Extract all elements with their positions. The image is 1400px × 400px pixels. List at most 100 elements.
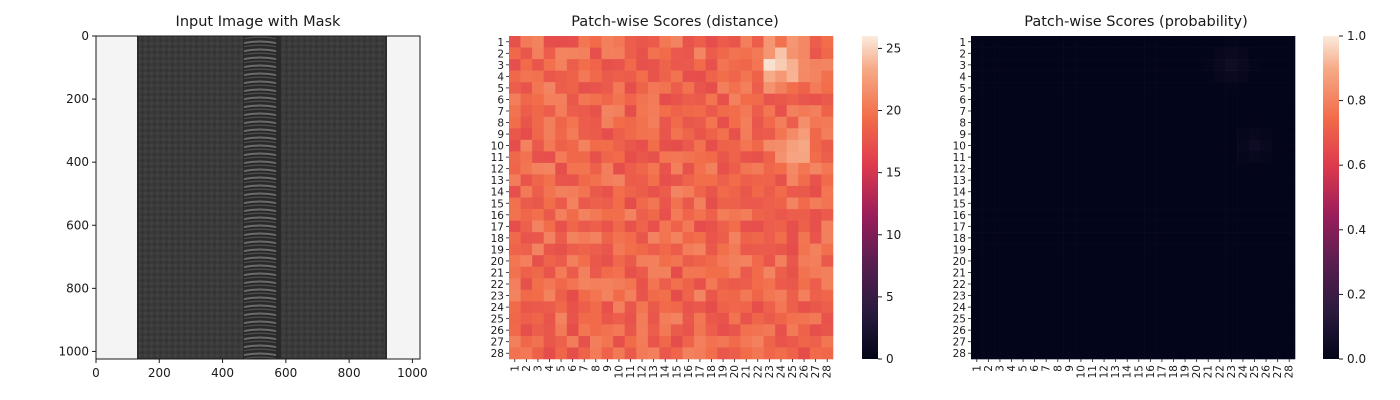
heatmap-cell (1098, 289, 1111, 302)
heatmap-cell (752, 255, 764, 268)
heatmap-cell (1202, 255, 1215, 268)
heatmap-cell (555, 93, 568, 106)
heatmap-cell (809, 301, 822, 314)
heatmap-cell (1190, 36, 1203, 48)
heatmap-cell (1202, 162, 1215, 175)
x-tick-label: 17 (694, 365, 706, 378)
heatmap-cell (590, 232, 602, 244)
heatmap-cell (740, 105, 753, 118)
colorbar-tick-label: 15 (886, 166, 901, 180)
heatmap-cell (520, 36, 533, 48)
heatmap-cell (1214, 105, 1226, 118)
heatmap-cell (1248, 185, 1261, 198)
heatmap-cell (1098, 162, 1111, 175)
heatmap-cell (786, 139, 799, 152)
heatmap-cell (809, 139, 822, 152)
heatmap-cell (1075, 255, 1088, 268)
heatmap-cell (1098, 59, 1111, 71)
heatmap-cell (1005, 266, 1018, 279)
heatmap-cell (728, 243, 741, 256)
heatmap-cell (994, 36, 1007, 48)
heatmap-cell (520, 59, 533, 71)
heatmap-cell (694, 59, 707, 71)
heatmap-cell (740, 209, 753, 221)
heatmap-cell (1121, 139, 1134, 152)
heatmap-cell (636, 289, 649, 302)
heatmap-cell (717, 197, 730, 210)
heatmap-cell (763, 47, 776, 60)
heatmap-cell (728, 174, 741, 187)
heatmap-cell (1028, 59, 1041, 71)
heatmap-cell (752, 324, 764, 337)
heatmap-cell (1121, 174, 1134, 187)
heatmap-cell (728, 70, 741, 83)
heatmap-cell (1086, 301, 1099, 314)
heatmap-cell (763, 255, 776, 268)
heatmap-cell (1052, 335, 1064, 348)
heatmap-cell (613, 266, 626, 279)
heatmap-cell (1028, 174, 1041, 187)
heatmap-cell (982, 289, 995, 302)
heatmap-cell (1005, 209, 1018, 221)
heatmap-cell (752, 151, 764, 164)
heatmap-cell (821, 82, 834, 94)
heatmap-cell (1075, 70, 1088, 83)
heatmap-cell (636, 324, 649, 337)
heatmap-cell (982, 82, 995, 94)
zipper-image (96, 36, 420, 359)
heatmap-cell (543, 82, 556, 94)
heatmap-cell (1086, 335, 1099, 348)
heatmap-cell (1260, 93, 1273, 106)
heatmap-cell (763, 197, 776, 210)
heatmap-cell (1040, 93, 1053, 106)
heatmap-cell (1075, 243, 1088, 256)
heatmap-cell (1144, 232, 1157, 244)
heatmap-cell (1121, 220, 1134, 233)
y-tick-label: 11 (491, 152, 504, 164)
heatmap-cell (763, 36, 776, 48)
heatmap-cell (1225, 324, 1238, 337)
heatmap-cell (659, 255, 672, 268)
heatmap-cell (671, 289, 683, 302)
heatmap-cell (1109, 162, 1122, 175)
heatmap-cell (682, 266, 695, 279)
heatmap-cell (821, 105, 834, 118)
heatmap-cell (728, 36, 741, 48)
heatmap-cell (809, 220, 822, 233)
heatmap-cell (590, 162, 602, 175)
heatmap-cell (566, 347, 579, 360)
heatmap-cell (601, 312, 614, 325)
heatmap-cell (1063, 232, 1076, 244)
heatmap-cell (1121, 278, 1134, 291)
heatmap-cell (1075, 347, 1088, 360)
y-tick-label: 10 (953, 141, 966, 153)
heatmap-cell (624, 243, 637, 256)
heatmap-cell (1028, 93, 1041, 106)
heatmap-cell (1283, 232, 1296, 244)
heatmap-cell (1248, 47, 1261, 60)
heatmap-cell (1028, 324, 1041, 337)
heatmap-cell (1109, 139, 1122, 152)
heatmap-cell (647, 312, 660, 325)
heatmap-cell (1063, 162, 1076, 175)
heatmap-cell (1017, 220, 1030, 233)
x-tick-label: 6 (1029, 365, 1041, 372)
heatmap-cell (1005, 232, 1018, 244)
heatmap-cell (1214, 47, 1226, 60)
heatmap-cell (566, 289, 579, 302)
heatmap-cell (1202, 105, 1215, 118)
heatmap-cell (786, 151, 799, 164)
heatmap-cell (1214, 128, 1226, 141)
heatmap-cell (798, 266, 811, 279)
heatmap-cell (1271, 347, 1284, 360)
heatmap-cell (1133, 278, 1145, 291)
heatmap-cell (1237, 197, 1250, 210)
heatmap-cell (1086, 347, 1099, 360)
heatmap-cell (1167, 209, 1180, 221)
heatmap-cell (601, 255, 614, 268)
heatmap-cell (971, 289, 983, 302)
heatmap-cell (601, 139, 614, 152)
input-image-panel: Input Image with Mask 0 200 400 600 800 1000 … (58, 14, 427, 380)
distance-heatmap-panel: Patch-wise Scores (distance) 1 2 3 4 5 6 7 8 9 10… (491, 14, 902, 378)
heatmap-cell (578, 232, 591, 244)
